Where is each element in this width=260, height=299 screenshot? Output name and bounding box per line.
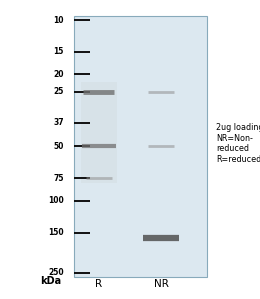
Text: 50: 50: [53, 142, 64, 151]
Text: 37: 37: [53, 118, 64, 127]
Text: 2ug loading
NR=Non-
reduced
R=reduced: 2ug loading NR=Non- reduced R=reduced: [216, 123, 260, 164]
Text: 15: 15: [53, 47, 64, 57]
Text: R: R: [95, 279, 102, 289]
Bar: [81, 82, 117, 183]
Text: 250: 250: [48, 268, 64, 277]
Text: 20: 20: [53, 70, 64, 79]
Text: 10: 10: [53, 16, 64, 25]
Text: 100: 100: [48, 196, 64, 205]
Text: kDa: kDa: [40, 276, 61, 286]
Text: 75: 75: [53, 174, 64, 183]
Text: 150: 150: [48, 228, 64, 237]
Text: NR: NR: [154, 279, 169, 289]
Text: 25: 25: [53, 87, 64, 97]
Bar: [74, 16, 207, 277]
